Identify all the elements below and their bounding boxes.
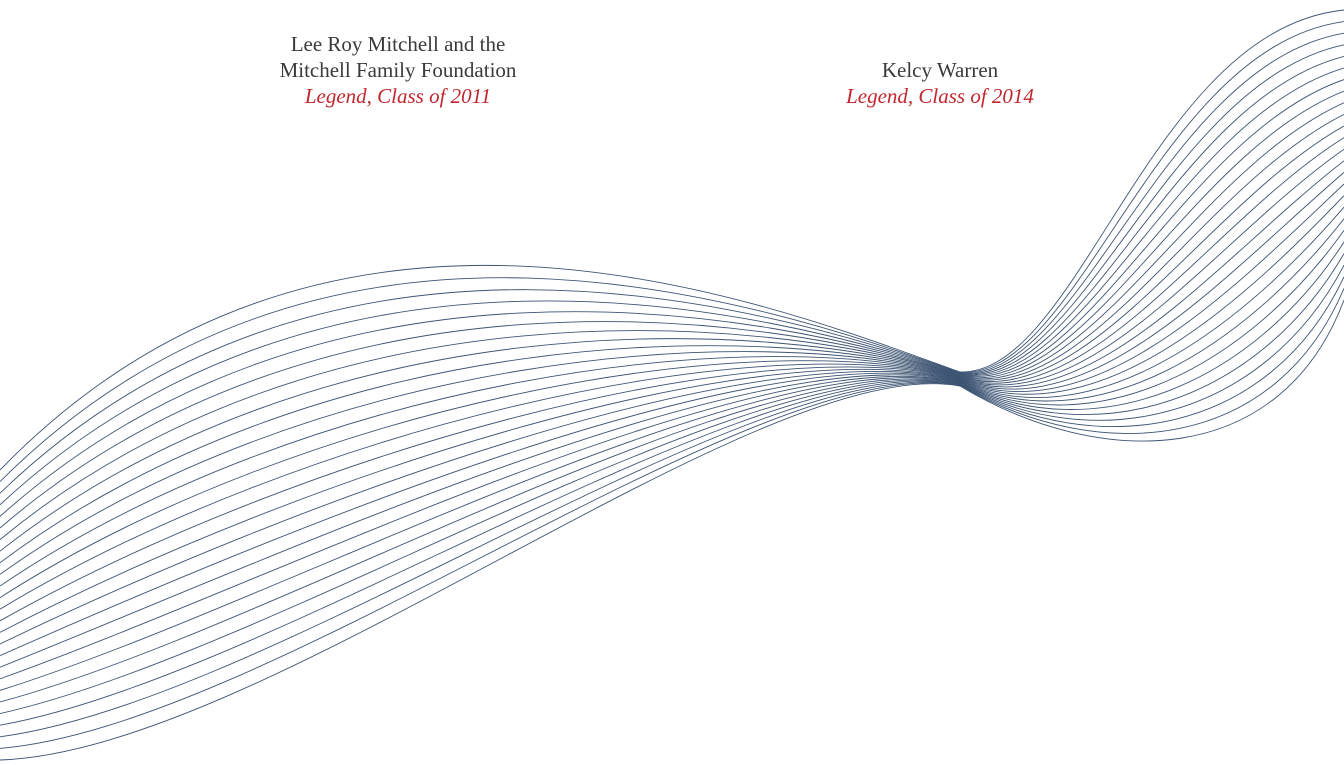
wave-line (0, 196, 1344, 656)
wave-line (0, 126, 1344, 586)
page: {"honorees": [ {"name_lines": ["Lee Roy … (0, 0, 1344, 765)
wave-line (0, 114, 1344, 574)
wave-line (0, 265, 1344, 725)
wave-line (0, 288, 1344, 748)
honoree-name: Mitchell Family Foundation (188, 57, 608, 83)
honoree-name: Kelcy Warren (730, 57, 1150, 83)
wave-line (0, 45, 1344, 505)
wave-decoration (0, 0, 1344, 765)
wave-line (0, 254, 1344, 714)
honoree: Lee Roy Mitchell and the Mitchell Family… (188, 31, 608, 109)
honoree: Kelcy Warren Legend, Class of 2014 (730, 57, 1150, 109)
honoree-class: Legend, Class of 2011 (188, 83, 608, 109)
wave-line (0, 184, 1344, 644)
honoree-name: Lee Roy Mitchell and the (188, 31, 608, 57)
wave-line (0, 149, 1344, 609)
wave-line (0, 68, 1344, 528)
wave-line (0, 56, 1344, 516)
wave-line (0, 138, 1344, 598)
honoree-class: Legend, Class of 2014 (730, 83, 1150, 109)
wave-line (0, 80, 1344, 540)
wave-line (0, 172, 1344, 632)
wave-line (0, 242, 1344, 702)
